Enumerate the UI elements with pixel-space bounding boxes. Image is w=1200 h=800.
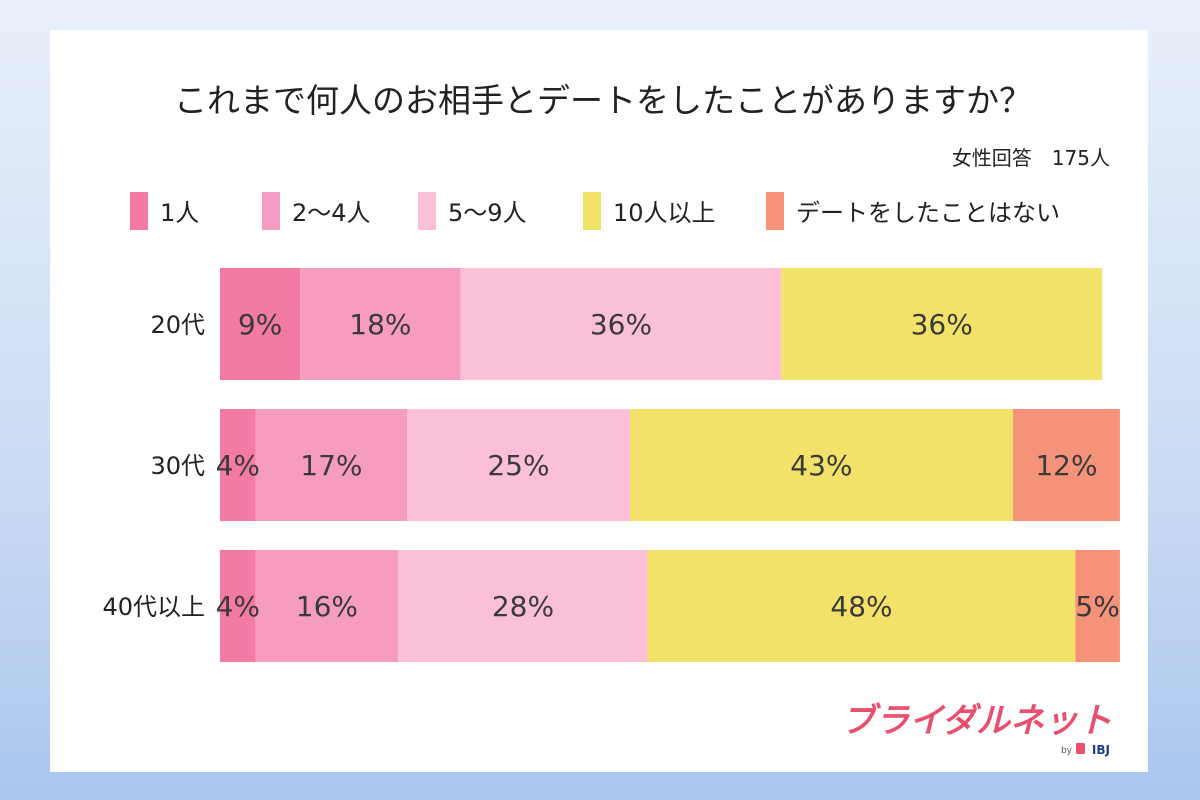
data-label-1-4: 36%: [911, 308, 973, 341]
data-label-2-4: 43%: [790, 449, 852, 482]
row-label-1: 20代: [150, 311, 205, 339]
bar-2-3: [407, 409, 630, 521]
data-label-1-1: 9%: [238, 308, 282, 341]
legend: 1人 2～4人 5～9人 10人以上 デートをしたことはない: [130, 192, 1060, 230]
legend-swatch-5: [766, 192, 784, 230]
legend-label-3: 5～9人: [448, 199, 527, 227]
brand-company: IBJ: [1092, 743, 1110, 757]
chart-title: これまで何人のお相手とデートをしたことがありますか？: [174, 81, 1032, 120]
legend-label-4: 10人以上: [613, 199, 716, 227]
data-label-3-2: 16%: [296, 590, 358, 623]
data-label-3-5: 5%: [1075, 590, 1119, 623]
data-label-3-1: 4%: [216, 590, 260, 623]
legend-label-5: デートをしたことはない: [796, 199, 1060, 227]
legend-label-2: 2～4人: [292, 199, 371, 227]
legend-swatch-1: [130, 192, 148, 230]
data-label-1-3: 36%: [590, 308, 652, 341]
data-label-3-4: 48%: [830, 590, 892, 623]
bar-2-4: [629, 409, 1013, 521]
bar-1-4: [781, 268, 1103, 380]
bar-1-3: [460, 268, 782, 380]
bar-1-2: [300, 268, 461, 380]
brand-logo: ブライダルネット by IBJ: [841, 701, 1112, 757]
bar-3-4: [647, 550, 1076, 662]
data-label-2-3: 25%: [487, 449, 549, 482]
legend-swatch-2: [262, 192, 280, 230]
bar-2-5: [1012, 409, 1120, 521]
data-label-2-1: 4%: [216, 449, 260, 482]
brand-by: by: [1061, 746, 1073, 756]
bar-2-2: [255, 409, 408, 521]
data-label-2-2: 17%: [300, 449, 362, 482]
data-labels: 9% 18% 36% 36% 4% 17% 25% 43% 12% 4% 16% 28% 48% 5%: [216, 308, 1120, 623]
brand-mark-icon: [1076, 743, 1085, 754]
data-label-2-5: 12%: [1035, 449, 1097, 482]
legend-swatch-4: [583, 192, 601, 230]
data-label-1-2: 18%: [349, 308, 411, 341]
bar-rows: 20代 30代 40代以上: [102, 268, 1120, 662]
legend-swatch-3: [418, 192, 436, 230]
bar-3-2: [255, 550, 399, 662]
bar-2-1: [220, 409, 256, 521]
brand-name: ブライダルネット: [841, 701, 1112, 741]
bar-3-1: [220, 550, 256, 662]
bar-3-5: [1075, 550, 1120, 662]
data-label-3-3: 28%: [492, 590, 554, 623]
bar-1-1: [220, 268, 301, 380]
legend-label-1: 1人: [160, 199, 199, 227]
respondent-note: 女性回答 175人: [952, 146, 1110, 170]
row-label-3: 40代以上: [102, 593, 205, 621]
row-label-2: 30代: [150, 452, 205, 480]
bar-3-3: [398, 550, 648, 662]
